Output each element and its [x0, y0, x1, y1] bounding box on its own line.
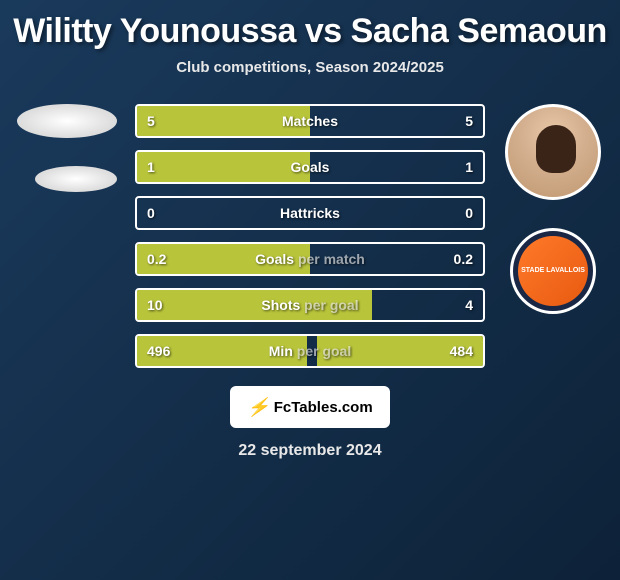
stat-value-right: 4	[465, 297, 473, 313]
stat-value-left: 10	[147, 297, 163, 313]
stat-label: Hattricks	[280, 205, 340, 221]
stat-label: Matches	[282, 113, 338, 129]
subtitle: Club competitions, Season 2024/2025	[0, 59, 620, 76]
stat-value-left: 0.2	[147, 251, 166, 267]
brand-icon: ⚡	[247, 397, 269, 418]
bar-fill-left	[137, 152, 310, 182]
right-player-column: STADE LAVALLOIS	[503, 104, 603, 314]
stat-row: 1 1 Goals	[135, 150, 485, 184]
brand-box[interactable]: ⚡ FcTables.com	[230, 386, 390, 428]
left-player-column	[17, 104, 117, 192]
stat-row: 496 484 Min per goal	[135, 334, 485, 368]
player-left-club-placeholder	[35, 166, 117, 192]
stat-label: Shots per goal	[261, 297, 358, 313]
stat-label: Goals	[291, 159, 330, 175]
stat-value-right: 0	[465, 205, 473, 221]
stat-label: Min per goal	[269, 343, 351, 359]
stat-value-right: 1	[465, 159, 473, 175]
stat-row: 5 5 Matches	[135, 104, 485, 138]
stat-row: 0.2 0.2 Goals per match	[135, 242, 485, 276]
comparison-panel: 5 5 Matches 1 1 Goals 0 0 Hattricks 0.2 0.2 Goals p…	[0, 104, 620, 368]
player-left-avatar-placeholder	[17, 104, 117, 138]
stat-value-left: 5	[147, 113, 155, 129]
stat-value-left: 1	[147, 159, 155, 175]
player-right-avatar	[505, 104, 601, 200]
brand-text: FcTables.com	[274, 399, 373, 416]
club-badge-inner: STADE LAVALLOIS	[518, 236, 588, 306]
stats-bars: 5 5 Matches 1 1 Goals 0 0 Hattricks 0.2 0.2 Goals p…	[135, 104, 485, 368]
stat-row: 10 4 Shots per goal	[135, 288, 485, 322]
date-label: 22 september 2024	[0, 442, 620, 460]
player-right-club-badge: STADE LAVALLOIS	[510, 228, 596, 314]
stat-value-right: 0.2	[454, 251, 473, 267]
stat-value-right: 484	[450, 343, 473, 359]
stat-row: 0 0 Hattricks	[135, 196, 485, 230]
stat-value-left: 0	[147, 205, 155, 221]
page-title: Wilitty Younoussa vs Sacha Semaoun	[0, 0, 620, 59]
stat-label: Goals per match	[255, 251, 365, 267]
stat-value-left: 496	[147, 343, 170, 359]
stat-value-right: 5	[465, 113, 473, 129]
club-badge-text: STADE LAVALLOIS	[521, 267, 585, 275]
